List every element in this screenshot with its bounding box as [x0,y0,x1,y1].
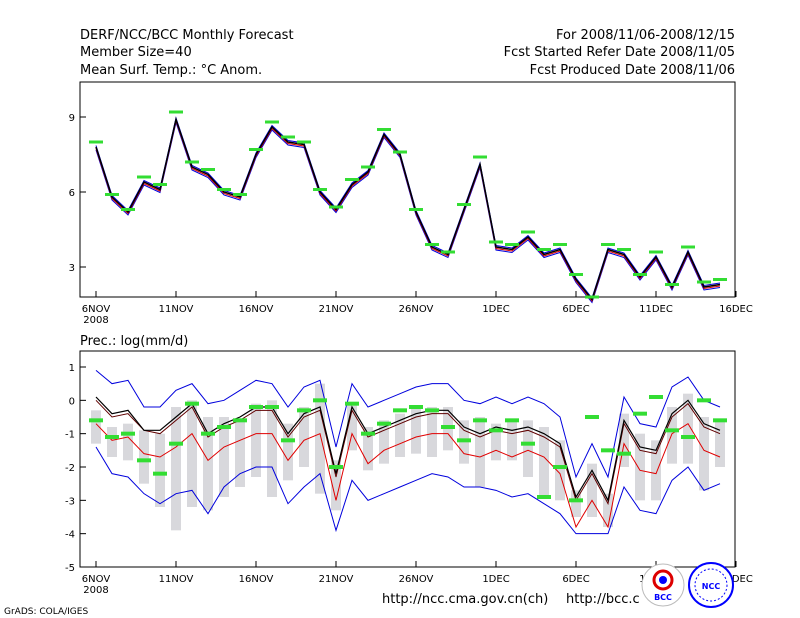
y-tick-label: -3 [65,496,75,507]
x-tick-label: 6DEC [562,304,589,315]
prec-range-bar [667,407,677,464]
temp-plot-frame [79,81,736,298]
prec-range-bar [427,407,437,457]
prec-range-bar [395,413,405,457]
prec-range-bar [299,407,309,467]
temp-series-blue-upper [95,116,721,300]
prec-range-bar [619,413,629,467]
prec-range-bar [123,423,133,461]
prec-range-bar [91,410,101,444]
prec-range-bar [603,493,613,527]
year-label: 2008 [83,585,108,596]
x-tick-label: 6NOV [82,304,111,315]
temp-series-blue-lower [95,120,721,304]
prec-range-bar [539,427,549,497]
prec-range-bar [331,460,341,511]
y-tick-label: 9 [69,113,75,124]
year-label: 2008 [83,315,108,326]
y-tick-label: -1 [65,430,75,441]
prec-range-bar [251,403,261,477]
x-tick-label: 11NOV [159,304,194,315]
x-tick-label: 16NOV [239,574,274,585]
x-tick-label: 16DEC [719,304,753,315]
x-tick-label: 26NOV [399,574,434,585]
prec-range-bar [491,423,501,461]
bcc-logo-text: BCC [654,593,672,602]
y-tick-label: 3 [69,263,75,274]
temp-series-mean [95,116,721,302]
x-tick-label: 11NOV [159,574,194,585]
x-tick-label: 26NOV [399,304,434,315]
x-tick-label: 1DEC [482,574,509,585]
prec-range-bar [203,417,213,511]
temp-series-red [95,119,721,303]
prec-series-red [95,422,721,529]
y-tick-label: 6 [69,188,75,199]
prec-range-bar [715,420,725,467]
x-tick-label: 6DEC [562,574,589,585]
prec-range-bar [363,427,373,471]
footer-url-ncc[interactable]: http://ncc.cma.gov.cn(ch) [382,592,548,607]
x-tick-label: 1DEC [482,304,509,315]
ncc-logo-text: NCC [702,582,721,591]
prec-plot-frame [79,350,736,568]
ncc-logo: NCC [688,562,734,608]
prec-range-bar [315,383,325,494]
y-tick-label: 0 [69,396,75,407]
y-tick-label: -5 [65,563,75,574]
prec-range-bar [571,490,581,517]
x-tick-label: 16NOV [239,304,274,315]
header-period: For 2008/11/06-2008/12/15 [556,28,735,43]
prec-range-bar [587,463,597,517]
prec-series-blue-lower [95,446,721,535]
prec-range-bar [699,417,709,491]
y-tick-label: 1 [69,363,75,374]
prec-series-mean-dark [95,399,721,506]
prec-range-bar [683,393,693,464]
prec-series-blue-upper [95,369,721,479]
x-tick-label: 21NOV [319,304,354,315]
header-variable: Mean Surf. Temp.: °C Anom. [80,63,262,78]
prec-range-bar [651,440,661,501]
prec-range-bar [635,433,645,501]
prec-range-bar [507,420,517,461]
y-tick-label: -2 [65,463,75,474]
x-tick-label: 11DEC [639,304,673,315]
prec-range-bar [107,427,117,457]
prec-range-bar [235,420,245,487]
prec-range-bar [283,423,293,481]
x-tick-label: 21NOV [319,574,354,585]
prec-range-bar [555,440,565,501]
header-member-size: Member Size=40 [80,45,192,60]
bcc-logo: BCC [641,563,685,607]
footer-url-bcc[interactable]: http://bcc.c [566,592,640,607]
prec-range-bar [379,420,389,464]
prec-label: Prec.: log(mm/d) [80,334,188,349]
prec-range-bar [155,433,165,507]
prec-range-bar [475,417,485,487]
prec-range-bar [187,400,197,507]
header-title: DERF/NCC/BCC Monthly Forecast [80,28,294,43]
x-tick-label: 16DEC [719,574,753,585]
x-tick-label: 6NOV [82,574,111,585]
temp-chart: 3 6 9 6NOV 11NOV 16NOV 21NOV 26NOV 1DEC 6DEC 11DEC… [69,110,753,326]
grads-credit: GrADS: COLA/IGES [4,607,88,617]
prec-range-bar [219,417,229,497]
header-started: Fcst Started Refer Date 2008/11/05 [504,45,735,60]
prec-range-bar [347,403,357,451]
prec-range-bar [523,420,533,477]
y-tick-label: -4 [65,530,75,541]
prec-series-mean [95,396,721,503]
prec-range-bar [411,407,421,454]
header-produced: Fcst Produced Date 2008/11/06 [530,63,735,78]
prec-range-bar [171,407,181,531]
prec-range-bar [267,400,277,497]
prec-range-bar [139,430,149,484]
